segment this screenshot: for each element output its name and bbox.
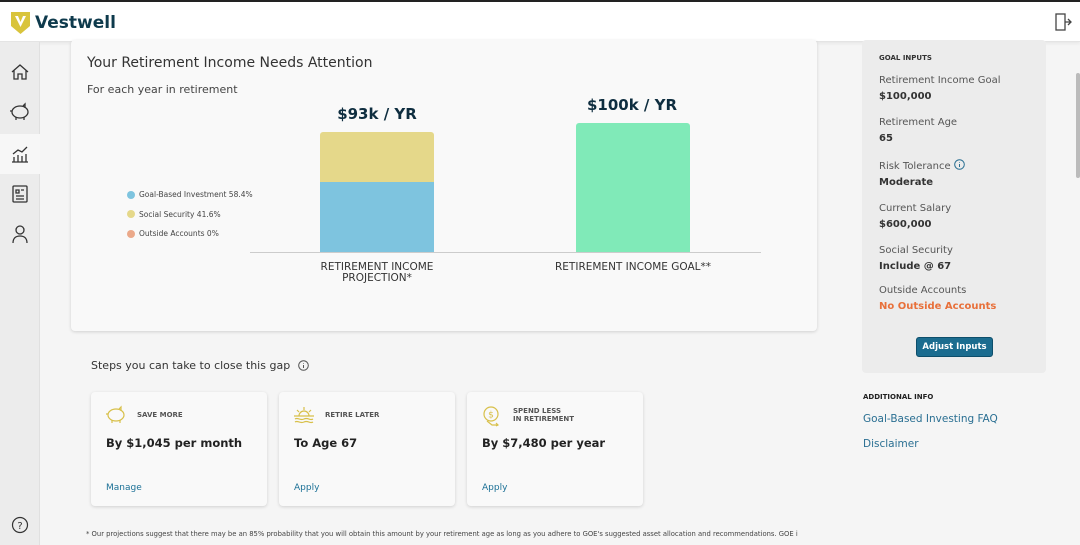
svg-text:?: ? xyxy=(17,521,22,532)
step-value: By $1,045 per month xyxy=(106,436,243,450)
input-label: Outside Accounts xyxy=(879,285,967,296)
adjust-inputs-button[interactable]: Adjust Inputs xyxy=(916,337,993,357)
help-button[interactable]: ? xyxy=(0,505,40,545)
input-value: Include @ 67 xyxy=(879,261,952,272)
faq-link[interactable]: Goal-Based Investing FAQ xyxy=(863,413,998,425)
legend-item: Outside Accounts 0% xyxy=(127,224,253,244)
scrollbar[interactable] xyxy=(1076,73,1080,178)
input-row: Social Security Include @ 67 xyxy=(879,245,953,272)
input-row: Current Salary $600,000 xyxy=(879,203,951,230)
step-value: By $7,480 per year xyxy=(482,436,606,450)
step-value: To Age 67 xyxy=(294,436,358,450)
sidebar-item-projections[interactable] xyxy=(0,134,40,174)
input-value: 65 xyxy=(879,133,893,144)
additional-info-heading: ADDITIONAL INFO xyxy=(863,393,934,401)
exit-icon xyxy=(1055,13,1072,31)
goal-inputs-panel: GOAL INPUTS Retirement Income Goal $100,0… xyxy=(862,40,1046,373)
apply-link[interactable]: Apply xyxy=(482,483,508,493)
bar-segment-goal-based-investment xyxy=(320,181,434,252)
income-chart-card: Your Retirement Income Needs Attention F… xyxy=(71,40,817,331)
page-title: Your Retirement Income Needs Attention xyxy=(87,55,373,71)
input-label: Retirement Age xyxy=(879,117,958,128)
step-card-save-more: SAVE MORE By $1,045 per month Manage xyxy=(91,392,267,506)
logout-button[interactable] xyxy=(1054,13,1072,35)
bar-segment-social-security xyxy=(320,132,434,182)
apply-link[interactable]: Apply xyxy=(294,483,320,493)
input-label: Risk Tolerance xyxy=(879,159,965,172)
step-card-spend-less: $ SPEND LESS IN RETIREMENT By $7,480 per … xyxy=(467,392,643,506)
piggy-bank-icon xyxy=(10,102,29,120)
brand-name: Vestwell xyxy=(35,13,116,33)
disclaimer-link[interactable]: Disclaimer xyxy=(863,438,919,450)
sunset-icon xyxy=(294,407,314,424)
legend-swatch xyxy=(127,190,135,199)
help-icon: ? xyxy=(11,516,29,534)
document-icon xyxy=(12,185,28,203)
chart-legend: Goal-Based Investment 58.4% Social Secur… xyxy=(127,185,253,244)
chart-icon xyxy=(12,146,28,163)
dollar-down-icon: $ xyxy=(483,406,500,427)
input-row: Retirement Income Goal $100,000 xyxy=(879,75,1000,102)
goal-data-label: $100k / YR xyxy=(586,96,678,114)
input-row: Risk Tolerance Moderate xyxy=(879,159,965,188)
input-label: Current Salary xyxy=(879,203,952,214)
legend-label: Social Security 41.6% xyxy=(139,209,221,219)
goal-inputs-heading: GOAL INPUTS xyxy=(879,54,932,62)
info-icon[interactable] xyxy=(298,360,309,371)
svg-text:$: $ xyxy=(488,411,494,421)
chart-subtitle: For each year in retirement xyxy=(87,83,238,96)
sidebar-item-home[interactable] xyxy=(0,52,40,92)
legend-item: Goal-Based Investment 58.4% xyxy=(127,185,253,205)
home-icon xyxy=(11,64,29,80)
input-value: $600,000 xyxy=(879,219,932,230)
input-label: Retirement Income Goal xyxy=(879,75,1001,86)
legend-item: Social Security 41.6% xyxy=(127,205,253,225)
sidebar-item-profile[interactable] xyxy=(0,214,40,254)
logo[interactable]: Vestwell xyxy=(11,12,116,34)
input-label: Social Security xyxy=(879,245,953,256)
step-heading: SAVE MORE xyxy=(137,411,183,419)
projection-x-label: RETIREMENT INCOME PROJECTION* xyxy=(320,261,434,284)
legend-label: Goal-Based Investment 58.4% xyxy=(139,190,253,200)
input-value: $100,000 xyxy=(879,91,932,102)
projection-data-label: $93k / YR xyxy=(337,105,417,124)
input-value-warning: No Outside Accounts xyxy=(879,301,997,312)
piggy-bank-icon xyxy=(106,405,125,423)
input-value: Moderate xyxy=(879,177,934,188)
input-row: Retirement Age 65 xyxy=(879,117,957,144)
user-icon xyxy=(12,225,28,244)
steps-section-title: Steps you can take to close this gap xyxy=(91,359,309,372)
vestwell-shield-icon xyxy=(11,12,30,34)
manage-link[interactable]: Manage xyxy=(106,483,142,493)
legend-swatch xyxy=(127,210,135,219)
sidebar: ? xyxy=(0,42,40,545)
goal-x-label: RETIREMENT INCOME GOAL** xyxy=(555,261,711,273)
input-row: Outside Accounts No Outside Accounts xyxy=(879,285,996,312)
footnote: * Our projections suggest that there may… xyxy=(86,530,798,538)
legend-swatch xyxy=(127,229,135,238)
bar-segment-goal xyxy=(576,123,690,252)
top-bar: Vestwell xyxy=(0,0,1080,42)
step-heading: SPEND LESS IN RETIREMENT xyxy=(513,407,575,423)
sidebar-item-documents[interactable] xyxy=(0,174,40,214)
steps-title-text: Steps you can take to close this gap xyxy=(91,359,291,372)
step-card-retire-later: RETIRE LATER To Age 67 Apply xyxy=(279,392,455,506)
sidebar-item-savings[interactable] xyxy=(0,92,40,132)
legend-label: Outside Accounts 0% xyxy=(139,229,219,239)
chart-baseline xyxy=(250,252,761,253)
info-icon[interactable] xyxy=(953,159,965,170)
step-heading: RETIRE LATER xyxy=(325,411,380,419)
